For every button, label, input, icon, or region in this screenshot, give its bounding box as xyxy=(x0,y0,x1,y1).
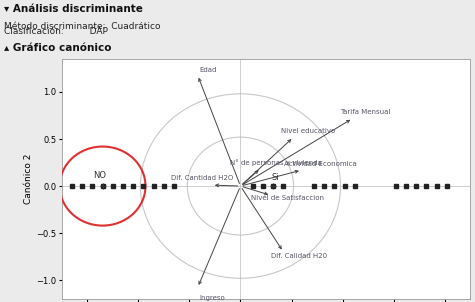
Text: Nivel de Satisfaccion: Nivel de Satisfaccion xyxy=(251,195,323,201)
Text: Edad: Edad xyxy=(200,67,217,73)
Text: Ingreso: Ingreso xyxy=(200,295,225,301)
Text: Dif. Cantidad H2O: Dif. Cantidad H2O xyxy=(171,175,233,182)
Text: N° de personas x vivienda: N° de personas x vivienda xyxy=(230,159,322,166)
Text: Dif. Calidad H20: Dif. Calidad H20 xyxy=(271,253,327,259)
Text: Si: Si xyxy=(271,173,279,182)
Text: NO: NO xyxy=(93,172,106,180)
Text: Clasificación:         DAP: Clasificación: DAP xyxy=(4,27,108,36)
Text: Método discriminante:  Cuadrático: Método discriminante: Cuadrático xyxy=(4,22,160,31)
Text: Nivel educativo: Nivel educativo xyxy=(281,128,335,134)
Text: Tarifa Mensual: Tarifa Mensual xyxy=(341,108,391,114)
Y-axis label: Canónico 2: Canónico 2 xyxy=(24,154,33,204)
Text: ▾ Análisis discriminante: ▾ Análisis discriminante xyxy=(4,4,142,14)
Text: ▴ Gráfico canónico: ▴ Gráfico canónico xyxy=(4,43,111,53)
Text: Actividad Economica: Actividad Economica xyxy=(285,161,357,167)
